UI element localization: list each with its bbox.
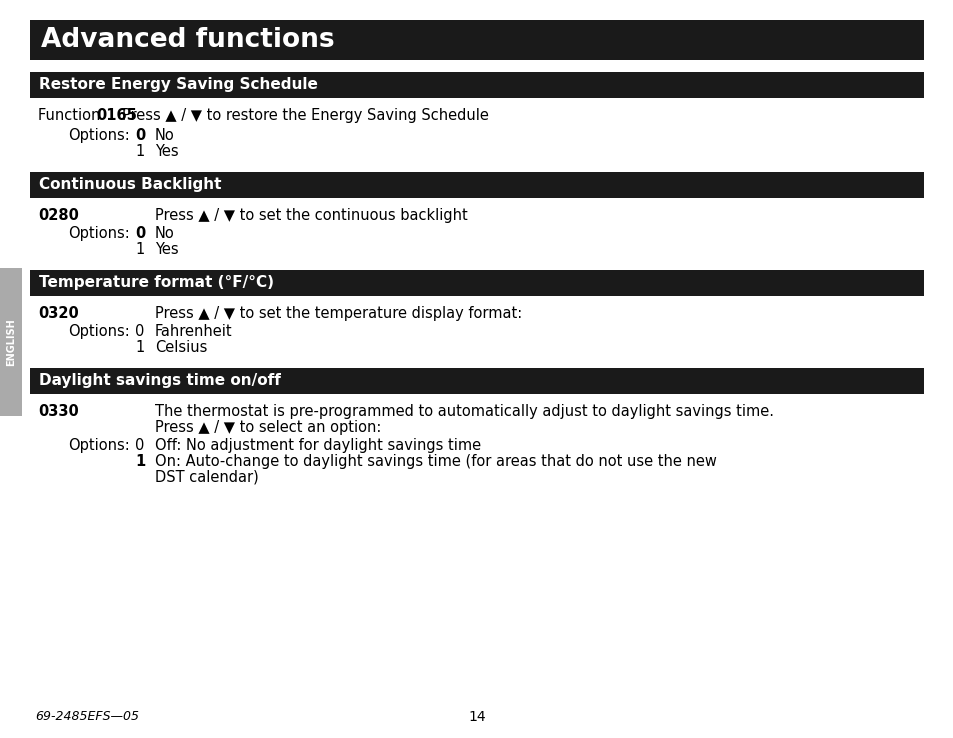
Text: Press ▲ / ▼ to select an option:: Press ▲ / ▼ to select an option: [154, 420, 381, 435]
Text: Press ▲ / ▼ to set the temperature display format:: Press ▲ / ▼ to set the temperature displ… [154, 306, 521, 321]
Text: 0165: 0165 [96, 108, 136, 123]
Text: DST calendar): DST calendar) [154, 470, 258, 485]
Bar [0, 268, 22, 416]
Text: Advanced functions: Advanced functions [41, 27, 335, 53]
Text: On: Auto-change to daylight savings time (for areas that do not use the new: On: Auto-change to daylight savings time… [154, 454, 716, 469]
Text: Continuous Backlight: Continuous Backlight [39, 178, 221, 193]
Text: 0280: 0280 [38, 208, 79, 223]
Text: 1: 1 [135, 242, 144, 257]
Text: Options:: Options: [68, 128, 130, 143]
Text: Temperature format (°F/°C): Temperature format (°F/°C) [39, 275, 274, 291]
Bar [30, 20, 923, 60]
Text: 69-2485EFS—05: 69-2485EFS—05 [35, 710, 139, 723]
Text: Off: No adjustment for daylight savings time: Off: No adjustment for daylight savings … [154, 438, 480, 453]
Text: 0320: 0320 [38, 306, 79, 321]
Text: Fahrenheit: Fahrenheit [154, 324, 233, 339]
Text: Restore Energy Saving Schedule: Restore Energy Saving Schedule [39, 77, 317, 92]
Text: The thermostat is pre-programmed to automatically adjust to daylight savings tim: The thermostat is pre-programmed to auto… [154, 404, 773, 419]
Text: No: No [154, 128, 174, 143]
Text: Daylight savings time on/off: Daylight savings time on/off [39, 373, 280, 388]
Bar [30, 368, 923, 394]
Text: 1: 1 [135, 144, 144, 159]
Text: 0: 0 [135, 128, 145, 143]
Text: Options:: Options: [68, 226, 130, 241]
Text: 0: 0 [135, 438, 144, 453]
Text: 1: 1 [135, 340, 144, 355]
Text: Yes: Yes [154, 242, 178, 257]
Text: Celsius: Celsius [154, 340, 207, 355]
Bar [30, 172, 923, 198]
Text: Press ▲ / ▼ to set the continuous backlight: Press ▲ / ▼ to set the continuous backli… [154, 208, 467, 223]
Text: Options:: Options: [68, 438, 130, 453]
Text: 14: 14 [468, 710, 485, 724]
Text: 0: 0 [135, 226, 145, 241]
Text: Function: Function [38, 108, 105, 123]
Text: 0330: 0330 [38, 404, 79, 419]
Bar [30, 270, 923, 296]
Text: 1: 1 [135, 454, 145, 469]
Text: Press ▲ / ▼ to restore the Energy Saving Schedule: Press ▲ / ▼ to restore the Energy Saving… [122, 108, 488, 123]
Text: No: No [154, 226, 174, 241]
Bar [30, 72, 923, 98]
Text: Yes: Yes [154, 144, 178, 159]
Text: ENGLISH: ENGLISH [6, 318, 16, 366]
Text: 0: 0 [135, 324, 144, 339]
Text: Options:: Options: [68, 324, 130, 339]
